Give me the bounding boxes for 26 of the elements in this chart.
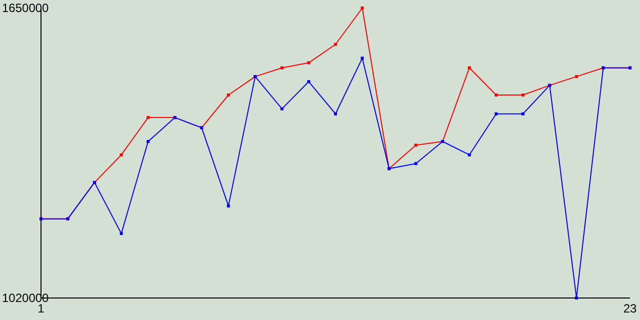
point [574, 296, 578, 300]
point [226, 204, 230, 208]
point [521, 112, 524, 116]
y-tick-label: 1650000 [2, 0, 50, 15]
point [146, 140, 150, 143]
point [280, 66, 284, 70]
point [414, 162, 418, 166]
point [468, 66, 471, 70]
point [146, 116, 150, 120]
point [494, 94, 498, 96]
point [414, 144, 418, 147]
point [307, 80, 310, 84]
point [494, 112, 498, 116]
x-tick-label: 23 [623, 302, 637, 316]
point [360, 6, 364, 10]
point [360, 56, 364, 60]
point [468, 153, 471, 156]
point [120, 153, 123, 156]
point [574, 75, 578, 78]
point [334, 42, 337, 46]
point [521, 94, 524, 96]
point [334, 112, 337, 116]
point [120, 232, 123, 236]
point [226, 94, 230, 96]
point [280, 107, 284, 110]
point [307, 61, 310, 64]
